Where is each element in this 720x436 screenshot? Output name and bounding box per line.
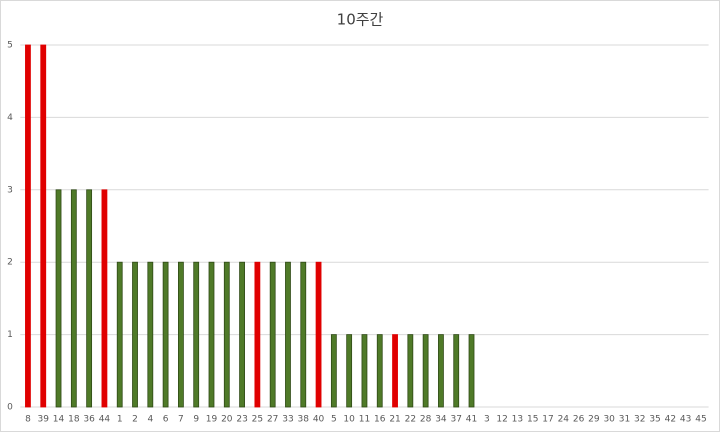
x-tick-label: 16: [374, 415, 386, 425]
x-tick-label: 44: [99, 415, 111, 425]
bar: [70, 189, 77, 408]
x-tick-label: 12: [496, 415, 507, 425]
bar: [315, 261, 322, 408]
y-tick-label: 5: [7, 41, 13, 51]
y-tick-label: 0: [7, 403, 13, 413]
bar: [346, 334, 353, 408]
y-tick-label: 1: [7, 330, 13, 340]
x-tick-label: 39: [38, 415, 50, 425]
y-tick-label: 4: [7, 113, 13, 123]
bar: [86, 189, 93, 408]
bar: [208, 261, 215, 408]
x-tick-label: 18: [68, 415, 80, 425]
x-tick-label: 4: [147, 415, 153, 425]
bar: [162, 261, 169, 408]
x-tick-label: 11: [359, 415, 370, 425]
x-tick-label: 3: [484, 415, 490, 425]
y-tick-label: 2: [7, 258, 13, 268]
x-tick-label: 29: [588, 415, 600, 425]
bar: [361, 334, 368, 408]
bar: [55, 189, 62, 408]
bar: [223, 261, 230, 408]
x-tick-label: 43: [680, 415, 691, 425]
bar: [25, 44, 31, 408]
x-tick-label: 8: [25, 415, 31, 425]
x-tick-label: 31: [619, 415, 630, 425]
x-tick-label: 21: [389, 415, 400, 425]
x-tick-label: 9: [193, 415, 199, 425]
bar: [269, 261, 276, 408]
y-tick-label: 3: [7, 185, 13, 195]
x-tick-label: 24: [558, 415, 570, 425]
x-tick-label: 7: [178, 415, 184, 425]
x-tick-label: 30: [603, 415, 615, 425]
x-tick-label: 35: [649, 415, 660, 425]
bar: [330, 334, 337, 408]
bar: [254, 261, 261, 408]
bar: [132, 261, 138, 408]
bar: [468, 334, 475, 408]
x-tick-label: 22: [405, 415, 416, 425]
x-tick-label: 13: [512, 415, 523, 425]
bar: [392, 334, 398, 408]
chart-title: 10주간: [337, 11, 384, 29]
x-tick-label: 14: [53, 415, 65, 425]
x-tick-label: 20: [221, 415, 233, 425]
x-tick-label: 27: [267, 415, 278, 425]
x-tick-label: 17: [542, 415, 553, 425]
x-tick-label: 37: [450, 415, 461, 425]
x-tick-label: 1: [117, 415, 123, 425]
x-tick-label: 26: [573, 415, 585, 425]
bar: [101, 189, 108, 408]
bar: [438, 334, 444, 408]
bar: [285, 261, 291, 408]
bar: [453, 334, 460, 408]
x-tick-label: 38: [298, 415, 310, 425]
x-tick-label: 6: [163, 415, 169, 425]
x-tick-label: 42: [665, 415, 676, 425]
x-tick-label: 41: [466, 415, 477, 425]
x-tick-label: 10: [343, 415, 355, 425]
x-tick-label: 19: [206, 415, 218, 425]
x-tick-label: 45: [695, 415, 706, 425]
x-tick-label: 23: [236, 415, 247, 425]
bar: [300, 261, 307, 408]
x-tick-label: 34: [435, 415, 447, 425]
bar: [116, 261, 123, 408]
x-tick-label: 33: [282, 415, 293, 425]
bar: [407, 334, 414, 408]
bar: [239, 261, 245, 408]
x-tick-label: 25: [252, 415, 263, 425]
bar: [147, 261, 154, 408]
x-tick-label: 32: [634, 415, 645, 425]
x-tick-label: 2: [132, 415, 138, 425]
bar: [40, 44, 47, 408]
x-tick-label: 36: [83, 415, 95, 425]
x-tick-label: 5: [331, 415, 337, 425]
x-tick-label: 28: [420, 415, 432, 425]
bar: [178, 261, 184, 408]
bar: [422, 334, 429, 408]
x-tick-label: 15: [527, 415, 538, 425]
bar: [376, 334, 383, 408]
x-tick-label: 40: [313, 415, 325, 425]
bar: [193, 261, 200, 408]
